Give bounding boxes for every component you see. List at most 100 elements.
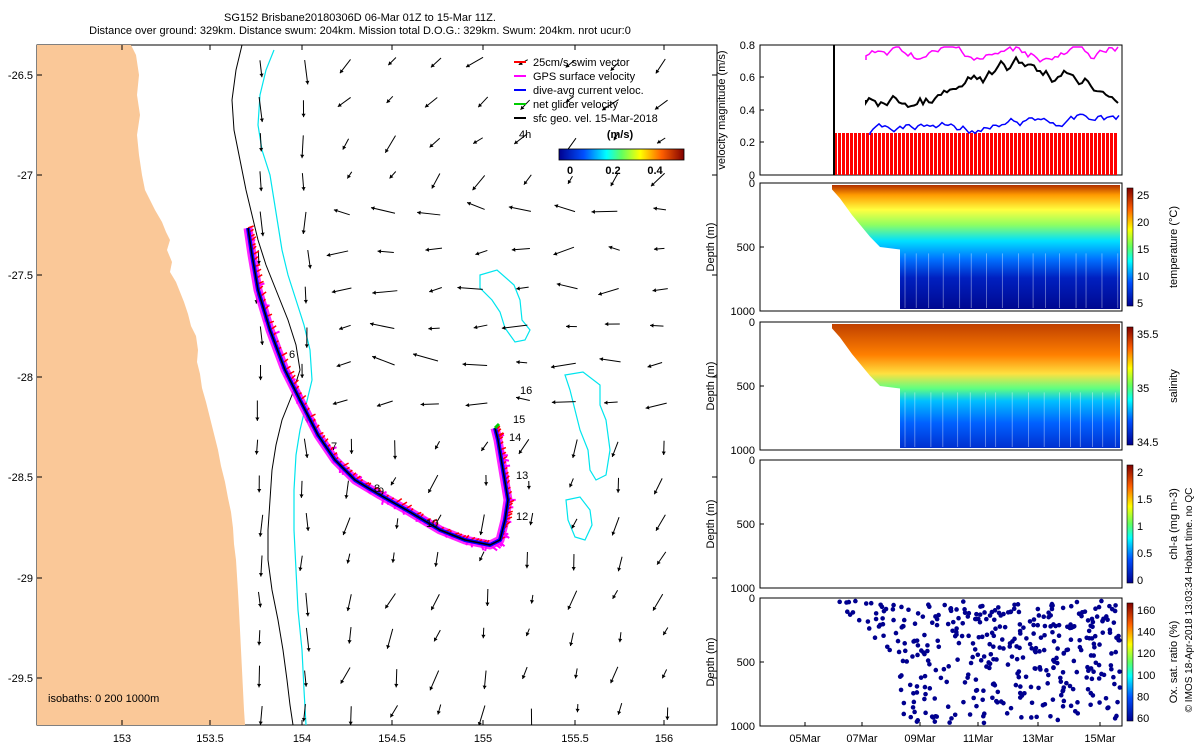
oxygen-sample [1100, 630, 1106, 635]
oxygen-sample [1114, 713, 1119, 719]
swim-speed-bar [1090, 133, 1093, 175]
vector-head [304, 454, 309, 458]
oxygen-sample [1061, 651, 1067, 656]
oxygen-sample [890, 607, 896, 612]
vector-head [260, 341, 265, 345]
oxygen-sample [934, 616, 940, 622]
oxygen-sample [987, 641, 993, 647]
oxygen-sample [991, 656, 996, 662]
oxygen-sample [891, 617, 896, 623]
vector-head [260, 232, 265, 237]
oxygen-sample [900, 658, 906, 664]
vector-head [301, 717, 307, 722]
oxygen-ylabel: Depth (m) [705, 638, 717, 687]
day-label: 9 [378, 486, 384, 498]
vector-head [392, 455, 398, 460]
oxygen-sample [1018, 684, 1023, 689]
oxygen-sample [1091, 669, 1096, 675]
oxygen-sample [947, 720, 952, 725]
vector-head [344, 494, 349, 499]
colorbar-tick-label: 25 [1137, 190, 1149, 202]
vector-head [256, 260, 261, 265]
oxygen-sample [1060, 687, 1066, 693]
vector-head [529, 521, 534, 526]
oxygen-sample [880, 621, 886, 627]
gps-speed-line [865, 45, 1119, 63]
oxygen-sample [1054, 660, 1060, 666]
vector-head [417, 210, 421, 215]
vector-head [569, 642, 574, 647]
vector-head [653, 246, 658, 252]
oxygen-sample [987, 613, 993, 618]
oxygen-sample [863, 601, 869, 606]
oxygen-sample [1101, 672, 1107, 678]
vector-head [372, 355, 377, 360]
vector-head [348, 721, 353, 725]
velocity-panel: 0 0.2 0.4 0.6 0.8 velocity magnitude (m/s) [716, 40, 1123, 182]
vector-shaft [260, 555, 263, 577]
oxygen-sample [996, 605, 1001, 610]
oxygen-colorbar [1126, 602, 1134, 722]
vector-head [254, 450, 259, 455]
vector-head [524, 564, 530, 569]
oxygen-sample [887, 647, 892, 653]
oxygen-sample [962, 610, 968, 616]
oxygen-sample [895, 638, 901, 644]
vector-shaft [556, 283, 578, 290]
swim-speed-bar [1094, 133, 1097, 175]
vector-head [511, 247, 516, 252]
colorbar-tick-label: 5 [1137, 298, 1143, 310]
oxygen-sample [925, 648, 930, 654]
swim-speed-bar [1074, 133, 1077, 175]
chla-ylabel: Depth (m) [705, 500, 717, 549]
vector-head [482, 685, 487, 690]
colorbar-tick-label: 2 [1137, 467, 1143, 479]
oxygen-sample [933, 713, 938, 719]
oxygen-sample [1044, 668, 1049, 673]
vector-shaft [304, 59, 309, 85]
oxygen-sample [984, 616, 989, 622]
vector-shaft [598, 288, 619, 296]
net-glider-velocity-mark [493, 422, 501, 430]
oxygen-sample [1075, 700, 1080, 705]
oxygen-sample [1109, 651, 1114, 656]
depth-tick-label: 0 [749, 178, 755, 190]
vector-head [617, 567, 622, 572]
swim-speed-bar [978, 133, 981, 175]
oxygen-sample [1103, 695, 1109, 701]
oxygen-sample [945, 621, 951, 627]
oxygen-sample [893, 630, 899, 636]
oxygen-sample [1033, 649, 1038, 655]
oxygen-sample [1056, 622, 1062, 628]
vector-head [566, 324, 570, 329]
colorbar-tick-label: 1.5 [1137, 494, 1152, 506]
oxygen-sample [1016, 674, 1022, 680]
oxygen-sample [925, 643, 930, 648]
oxygen-sample [1079, 610, 1085, 615]
vector-head [661, 451, 666, 456]
oxygen-sample [1008, 705, 1014, 711]
legend-item-label: sfc geo. vel. 15-Mar-2018 [533, 113, 658, 125]
hour-label: 4h [519, 129, 531, 141]
vector-head [567, 605, 572, 610]
colorbar-tick-label: 35 [1137, 383, 1149, 395]
oxygen-sample [881, 633, 886, 639]
day-label: 8 [374, 483, 380, 495]
oxygen-sample [1036, 613, 1042, 618]
vector-head [602, 106, 607, 111]
vector-head [301, 187, 306, 191]
oxygen-sample [922, 632, 927, 638]
vector-head [645, 405, 650, 410]
swim-speed-bar [886, 133, 889, 175]
vector-head [340, 679, 345, 684]
chla-panel: 0 500 1000 Depth (m) 0 0.5 1 1.5 2 chl-a (mg m-3) [705, 455, 1180, 595]
oxygen-sample [1112, 681, 1117, 687]
oxygen-sample [1090, 624, 1095, 630]
vector-head [604, 322, 609, 327]
surface-velocity-vectors [254, 56, 670, 725]
vector-shaft [508, 206, 532, 212]
velocity-tick-label: 0.6 [740, 72, 755, 84]
oxygen-cbar-label: Ox. sat. ratio (%) [1168, 621, 1180, 704]
oxygen-sample [1071, 658, 1077, 664]
oxygen-sample [944, 679, 950, 685]
